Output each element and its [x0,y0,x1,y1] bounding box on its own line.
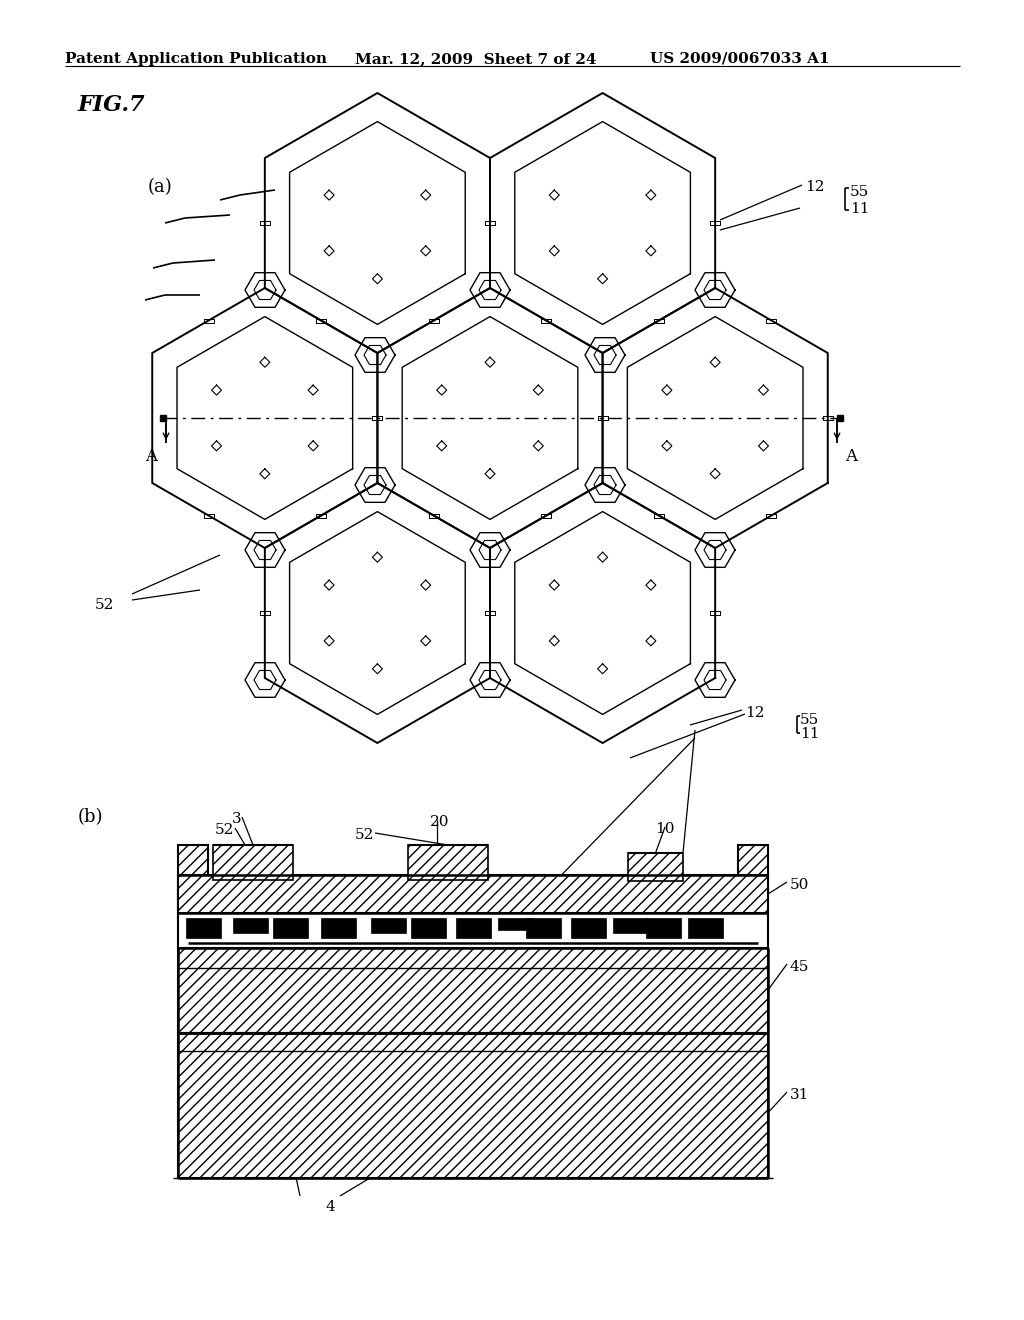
Bar [178,875,768,913]
Bar [456,917,490,939]
Text: 3: 3 [232,812,242,826]
Bar [178,845,208,917]
Bar [613,917,648,933]
Text: 55: 55 [850,185,869,199]
Text: (b): (b) [78,808,103,826]
Bar [411,917,446,939]
Text: 10: 10 [655,822,675,836]
Bar [321,917,356,939]
Text: 52: 52 [215,822,234,837]
Text: Patent Application Publication: Patent Application Publication [65,51,327,66]
Text: 31: 31 [790,1088,809,1102]
Bar [178,913,768,948]
Text: FIG.7: FIG.7 [78,94,145,116]
Text: 11: 11 [800,727,819,741]
Text: 12: 12 [805,180,824,194]
Bar [233,917,268,933]
Bar [646,917,681,939]
Bar [688,917,723,939]
Text: 45: 45 [790,960,809,974]
Text: 4: 4 [326,1200,335,1214]
Text: 52: 52 [95,598,115,612]
Text: A: A [845,447,857,465]
Bar [408,845,488,880]
Bar [178,1034,768,1177]
Text: US 2009/0067033 A1: US 2009/0067033 A1 [650,51,829,66]
Bar [738,845,768,917]
Text: Mar. 12, 2009  Sheet 7 of 24: Mar. 12, 2009 Sheet 7 of 24 [355,51,597,66]
Text: 52: 52 [355,828,375,842]
Bar [273,917,308,939]
Bar [371,917,406,933]
Text: 20: 20 [430,814,450,829]
Bar [213,845,293,880]
Text: A: A [145,447,157,465]
Bar [498,917,534,931]
Bar [526,917,561,939]
Bar [186,917,221,939]
Text: 55: 55 [800,713,819,727]
Bar [571,917,606,939]
Text: 11: 11 [850,202,869,216]
Text: (a): (a) [148,178,173,195]
Bar [628,853,683,880]
Text: 50: 50 [790,878,809,892]
Bar [178,948,768,1034]
Text: 12: 12 [745,706,765,719]
